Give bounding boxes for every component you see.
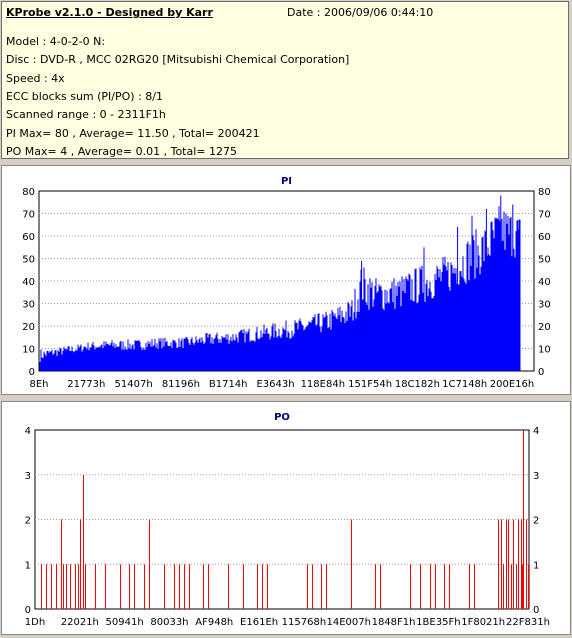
pi-y-tick-right: 20 (538, 322, 551, 333)
pi-summary-line: PI Max= 80 , Average= 11.50 , Total= 200… (6, 127, 260, 140)
po-x-tick-label: 14E007h (326, 617, 370, 628)
pi-y-tick-left: 20 (22, 322, 35, 333)
pi-y-tick-right: 50 (538, 255, 551, 266)
pi-x-tick-label: 18C182h (395, 379, 440, 390)
po-x-tick-label: 1848F1h (372, 617, 416, 628)
po-y-tick-right: 2 (533, 516, 539, 527)
pi-y-tick-left: 30 (22, 300, 35, 311)
pi-x-tick-label: 151F54h (348, 379, 392, 390)
pi-x-tick-label: B1714h (209, 379, 248, 390)
ecc-line: ECC blocks sum (PI/PO) : 8/1 (6, 90, 163, 103)
po-y-tick-right: 0 (533, 605, 539, 616)
pi-y-tick-left: 70 (22, 210, 35, 221)
pi-y-tick-left: 40 (22, 277, 35, 288)
pi-y-tick-right: 10 (538, 345, 551, 356)
pi-y-tick-left: 50 (22, 255, 35, 266)
pi-y-tick-right: 80 (538, 187, 551, 198)
app-title: KProbe v2.1.0 - Designed by Karr (6, 6, 213, 19)
pi-y-tick-left: 0 (29, 367, 35, 378)
pi-y-tick-right: 40 (538, 277, 551, 288)
pi-y-tick-right: 60 (538, 232, 551, 243)
pi-y-tick-left: 10 (22, 345, 35, 356)
pi-y-tick-right: 30 (538, 300, 551, 311)
range-line: Scanned range : 0 - 2311F1h (6, 108, 166, 121)
po-y-tick-right: 3 (533, 471, 539, 482)
pi-x-tick-label: 51407h (115, 379, 153, 390)
pi-x-tick-label: 81196h (162, 379, 200, 390)
pi-title: PI (281, 176, 292, 187)
pi-chart-panel: 0 0 10 10 20 20 30 30 40 40 50 50 60 60 70 70 80 80 8Eh 217… (1, 165, 571, 395)
model-line: Model : 4-0-2-0 N: (6, 35, 106, 48)
po-y-tick-right: 1 (533, 560, 539, 571)
po-x-tick-label: 22F831h (506, 617, 550, 628)
scan-date: Date : 2006/09/06 0:44:10 (287, 6, 434, 19)
po-x-tick-label: 1F8021h (461, 617, 505, 628)
po-x-tick-label: 22021h (61, 617, 99, 628)
po-chart: 0 0 1 1 2 2 3 3 4 4 1Dh 22021h 50941h 80033h AF948h E16… (25, 412, 550, 628)
po-y-tick-left: 0 (25, 605, 31, 616)
po-summary-line: PO Max= 4 , Average= 0.01 , Total= 1275 (6, 145, 237, 158)
pi-chart: 0 0 10 10 20 20 30 30 40 40 50 50 60 60 70 70 80 80 8Eh 217… (22, 176, 551, 390)
po-y-tick-left: 1 (25, 560, 31, 571)
pi-x-tick-label: 200E16h (490, 379, 534, 390)
pi-y-tick-left: 80 (22, 187, 35, 198)
po-y-tick-left: 4 (25, 426, 31, 437)
po-y-tick-left: 2 (25, 516, 31, 527)
pi-y-tick-left: 60 (22, 232, 35, 243)
pi-bars (39, 206, 521, 371)
speed-line: Speed : 4x (6, 72, 65, 85)
po-x-tick-label: AF948h (195, 617, 233, 628)
disc-line: Disc : DVD-R , MCC 02RG20 [Mitsubishi Ch… (6, 53, 350, 66)
pi-y-tick-right: 70 (538, 210, 551, 221)
info-panel: KProbe v2.1.0 - Designed by Karr Date : … (1, 1, 569, 159)
pi-x-tick-label: E3643h (256, 379, 294, 390)
po-x-tick-label: 1BE35Fh (416, 617, 460, 628)
po-x-tick-label: 50941h (106, 617, 144, 628)
po-chart-panel: 0 0 1 1 2 2 3 3 4 4 1Dh 22021h 50941h 80033h AF948h E16… (1, 401, 571, 635)
pi-x-tick-label: 118E84h (301, 379, 345, 390)
pi-x-tick-label: 1C7148h (442, 379, 487, 390)
po-x-tick-label: 1Dh (25, 617, 45, 628)
po-y-tick-left: 3 (25, 471, 31, 482)
pi-x-tick-label: 21773h (67, 379, 105, 390)
po-title: PO (274, 412, 290, 423)
po-y-tick-right: 4 (533, 426, 539, 437)
po-x-tick-label: 115768h (282, 617, 327, 628)
po-x-tick-label: 80033h (150, 617, 188, 628)
po-x-tick-label: E161Eh (240, 617, 278, 628)
pi-x-tick-label: 8Eh (29, 379, 48, 390)
pi-y-tick-right: 0 (538, 367, 544, 378)
